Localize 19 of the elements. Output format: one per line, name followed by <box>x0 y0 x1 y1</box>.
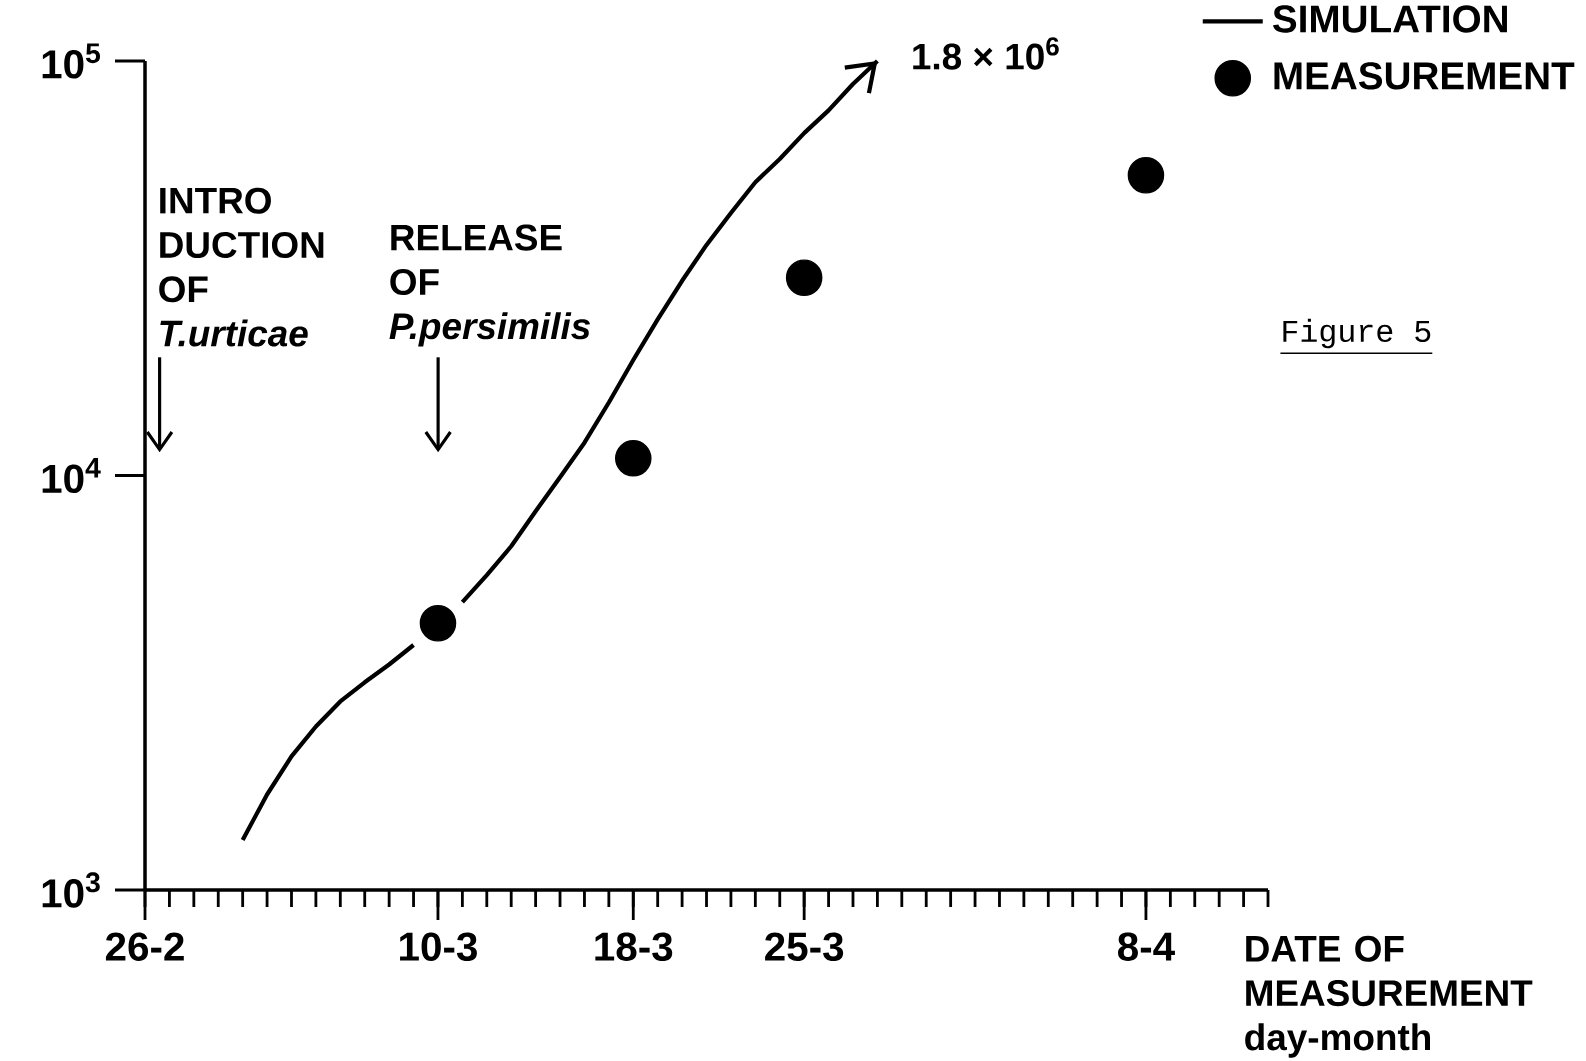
x-tick-label: 26-2 <box>105 932 184 961</box>
y-tick-label: 10$^{5}$ <box>42 43 101 79</box>
caption: Figure 5 <box>1283 318 1431 349</box>
annotation: INTRO DUCTION OF T.urticae <box>159 187 324 347</box>
point <box>614 440 652 477</box>
x-axis-title: DATE OF MEASUREMENT day-month <box>1245 935 1533 1058</box>
x-tick-label: 10-3 <box>400 932 477 962</box>
x-tick-label: 8-4 <box>1118 932 1175 961</box>
legend-label: SIMULATION <box>1272 5 1507 33</box>
point <box>785 259 823 297</box>
y-tick-label: 10$^{3}$ <box>42 872 100 908</box>
x-tick-label: 25-3 <box>765 932 844 962</box>
y-tick-label: 10$^{4}$ <box>42 457 101 494</box>
legend-label: MEASUREMENT <box>1274 62 1575 90</box>
annotation: 1.8 × 10$^{6}$ <box>913 37 1059 70</box>
point <box>1127 157 1165 194</box>
x-tick-label: 18-3 <box>595 932 673 962</box>
annotation: RELEASE OF P.persimilis <box>389 224 590 347</box>
point <box>419 605 457 642</box>
